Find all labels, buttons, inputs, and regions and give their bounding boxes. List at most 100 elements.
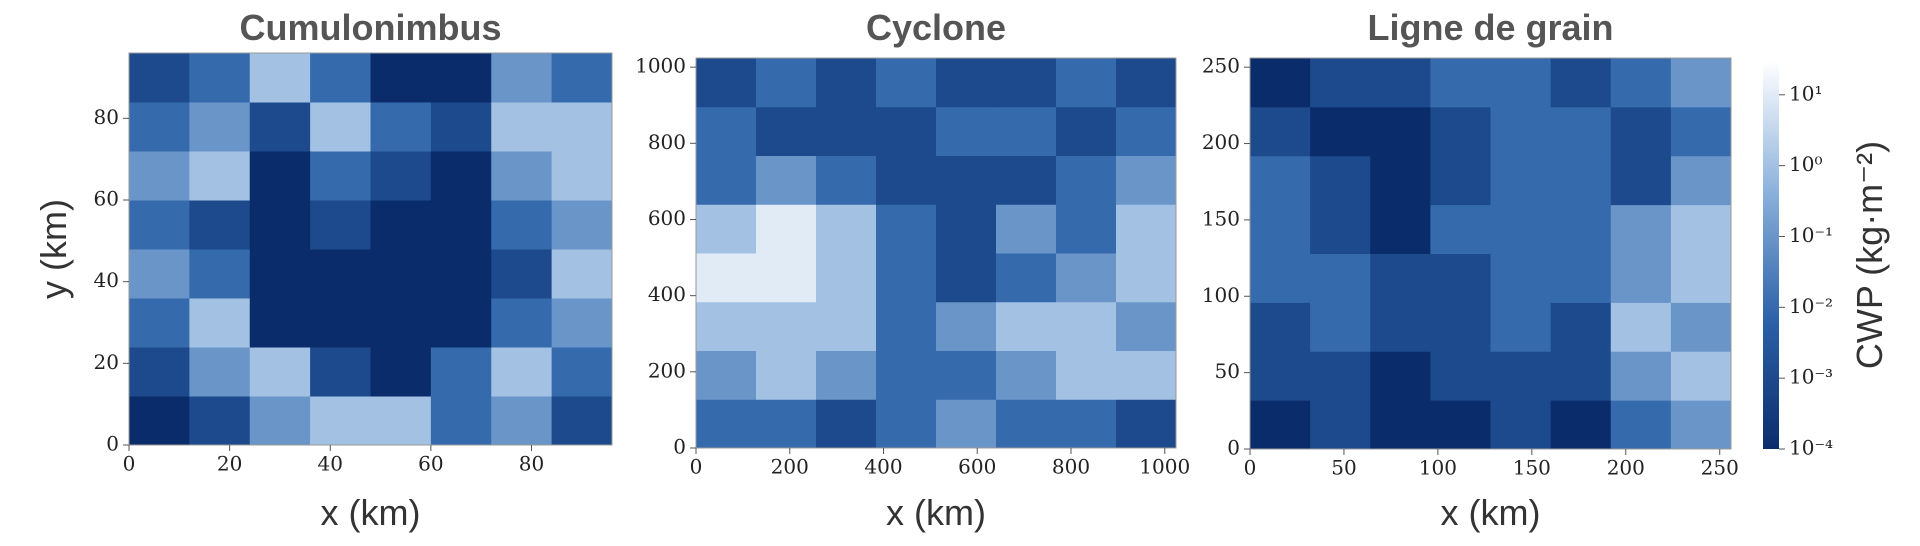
heatmap-cell xyxy=(1610,106,1672,157)
heatmap-cell xyxy=(696,106,757,156)
heatmap-cell xyxy=(1610,253,1672,303)
heatmap-cell xyxy=(1550,58,1612,108)
y-tick-label: 800 xyxy=(648,130,686,154)
heatmap-cell xyxy=(1310,302,1371,352)
heatmap-cell xyxy=(370,151,432,201)
heatmap-cell xyxy=(1610,400,1672,450)
heatmap-cell xyxy=(756,301,817,351)
x-axis-label: x (km) xyxy=(1441,492,1541,533)
y-tick-label: 0 xyxy=(673,435,686,459)
heatmap-cell xyxy=(1056,399,1117,449)
x-tick-label: 80 xyxy=(519,452,544,476)
colorbar-tick-label: 10⁻¹ xyxy=(1789,223,1833,247)
heatmap-cell xyxy=(249,298,311,348)
heatmap-cell xyxy=(1116,399,1177,449)
heatmap-cell xyxy=(816,301,877,351)
heatmap-cell xyxy=(696,253,757,303)
heatmap-cell xyxy=(430,298,492,348)
heatmap-cell xyxy=(1310,400,1371,450)
heatmap-cell xyxy=(1250,253,1311,303)
heatmap-cell xyxy=(1250,400,1311,450)
x-tick-label: 40 xyxy=(318,452,343,476)
heatmap-cell xyxy=(310,200,371,250)
y-tick-label: 100 xyxy=(1202,283,1240,307)
colorbar-tick-label: 10⁰ xyxy=(1789,152,1822,176)
heatmap-cell xyxy=(129,396,190,446)
heatmap-cell xyxy=(129,151,190,201)
heatmap-cell xyxy=(1056,301,1117,351)
heatmap-cell xyxy=(1310,58,1371,108)
heatmap-cell xyxy=(996,106,1057,156)
heatmap-cell xyxy=(936,155,997,205)
heatmap-cell xyxy=(310,347,371,397)
heatmap-cell xyxy=(1550,400,1612,450)
y-tick-label: 250 xyxy=(1202,54,1240,78)
heatmap-cell xyxy=(189,249,251,299)
x-tick-label: 0 xyxy=(690,455,703,479)
heatmap-cell xyxy=(1550,253,1612,303)
y-tick-label: 80 xyxy=(94,105,119,129)
heatmap-cell xyxy=(1116,350,1177,400)
heatmap-cell xyxy=(696,350,757,400)
heatmap-cell xyxy=(189,102,251,152)
heatmap-cell xyxy=(1430,204,1491,254)
heatmap-cell xyxy=(936,58,997,108)
heatmap-cell xyxy=(1370,302,1431,352)
heatmap-cell xyxy=(996,58,1057,108)
x-tick-label: 50 xyxy=(1331,456,1356,480)
heatmap-cell xyxy=(816,350,877,400)
heatmap-cell xyxy=(936,301,997,351)
x-tick-label: 60 xyxy=(418,452,443,476)
heatmap-cell xyxy=(1490,351,1552,401)
heatmap-cell xyxy=(370,298,432,348)
heatmap-cell xyxy=(129,200,190,250)
heatmap-cell xyxy=(1670,302,1732,352)
heatmap-cell xyxy=(430,249,492,299)
colorbar-tick-label: 10⁻² xyxy=(1789,294,1833,318)
colorbar xyxy=(1763,61,1779,449)
heatmap-cell xyxy=(1490,155,1552,206)
heatmap-cell xyxy=(1490,302,1552,352)
colorbar-tick-label: 10⁻⁴ xyxy=(1789,436,1833,460)
heatmap-cell xyxy=(1550,302,1612,352)
y-tick-label: 600 xyxy=(648,206,686,230)
y-tick-label: 0 xyxy=(1227,436,1240,460)
heatmap-cell xyxy=(430,151,492,201)
heatmap-cell xyxy=(1310,204,1371,254)
heatmap-cell xyxy=(310,102,371,152)
heatmap-cell xyxy=(370,396,432,446)
heatmap-cell xyxy=(491,53,553,103)
heatmap-cell xyxy=(430,102,492,152)
heatmap-cell xyxy=(1670,351,1732,401)
heatmap-cell xyxy=(936,253,997,303)
heatmap-cell xyxy=(189,396,251,446)
heatmap-cell xyxy=(491,298,553,348)
heatmap-cell xyxy=(310,396,371,446)
y-tick-label: 50 xyxy=(1215,359,1240,383)
heatmap-cell xyxy=(756,350,817,400)
heatmap-cell xyxy=(1250,204,1311,254)
x-tick-label: 1000 xyxy=(1139,455,1190,479)
heatmap-cell xyxy=(1490,400,1552,450)
heatmap-cell xyxy=(249,200,311,250)
heatmap-cell xyxy=(1370,155,1431,206)
heatmap-cell xyxy=(430,396,492,446)
heatmap-cell xyxy=(1490,106,1552,157)
heatmap-cell xyxy=(551,249,613,299)
heatmap-cell xyxy=(696,301,757,351)
y-tick-label: 150 xyxy=(1202,206,1240,230)
heatmap-cell xyxy=(1430,351,1491,401)
heatmap-cell xyxy=(551,298,613,348)
heatmap-cell xyxy=(551,396,613,446)
heatmap-cell xyxy=(551,200,613,250)
heatmap-cell xyxy=(1250,351,1311,401)
heatmap-cell xyxy=(1490,58,1552,108)
y-tick-label: 400 xyxy=(648,282,686,306)
heatmap-cell xyxy=(249,53,311,103)
heatmap-cell xyxy=(996,204,1057,254)
heatmap-cell xyxy=(430,200,492,250)
x-tick-label: 400 xyxy=(864,455,902,479)
heatmap-cell xyxy=(1430,253,1491,303)
heatmap-cell xyxy=(1490,253,1552,303)
x-tick-label: 20 xyxy=(217,452,242,476)
